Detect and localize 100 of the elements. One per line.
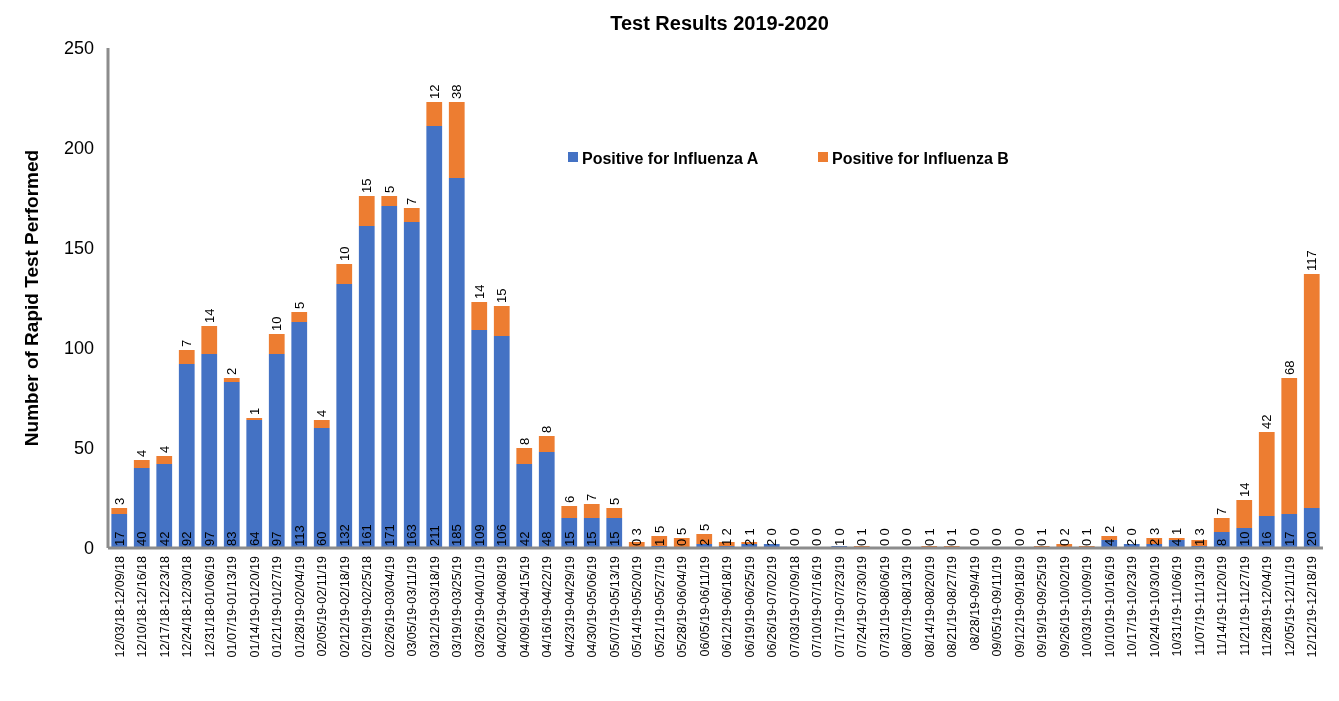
- x-tick-label: 11/07/19-11/13/19: [1192, 555, 1207, 656]
- data-label: 15: [494, 288, 510, 303]
- data-label: 0: [1056, 538, 1072, 546]
- data-label: 3: [1146, 527, 1162, 535]
- data-label: 5: [291, 301, 307, 309]
- x-tick-label: 05/07/19-05/13/19: [607, 555, 622, 658]
- x-tick-label: 12/05/19-12/11/19: [1282, 555, 1297, 657]
- data-label: 0: [921, 538, 937, 546]
- data-label: 97: [269, 531, 285, 546]
- x-tick-label: 09/19/19-09/25/19: [1035, 555, 1050, 658]
- data-label: 0: [1011, 538, 1027, 546]
- x-tick-label: 01/21/19-01/27/19: [270, 555, 285, 658]
- x-tick-label: 06/05/19-06/11/19: [697, 555, 712, 657]
- x-tick-label: 04/16/19-04/22/19: [540, 555, 555, 658]
- data-label: 1: [651, 538, 667, 546]
- data-label: 0: [966, 528, 982, 536]
- data-label: 0: [786, 538, 802, 546]
- data-label: 3: [111, 497, 127, 505]
- x-tick-label: 03/12/19-03/18/19: [427, 555, 442, 658]
- data-label: 1: [719, 538, 735, 546]
- data-label: 10: [1236, 531, 1252, 546]
- x-tick-label: 12/24/18-12/30/18: [180, 555, 195, 658]
- x-tick-label: 04/02/19-04/08/19: [495, 555, 510, 658]
- x-tick-label: 01/14/19-01/20/19: [247, 555, 262, 658]
- data-label: 97: [201, 531, 217, 546]
- data-label: 15: [359, 178, 375, 193]
- x-tick-label: 05/21/19-05/27/19: [652, 555, 667, 658]
- data-label: 7: [1214, 507, 1230, 515]
- x-tick-label: 07/24/19-07/30/19: [855, 555, 870, 658]
- data-label: 40: [134, 531, 150, 546]
- x-tick-label: 02/12/19-02/18/19: [337, 555, 352, 658]
- data-label: 2: [741, 538, 757, 546]
- data-label: 68: [1281, 360, 1297, 375]
- data-label: 2: [1124, 538, 1140, 546]
- data-label: 83: [224, 531, 240, 546]
- data-label: 1: [246, 407, 262, 415]
- data-label: 60: [314, 531, 330, 546]
- x-tick-label: 12/03/18-12/09/18: [112, 555, 127, 658]
- data-label: 12: [426, 84, 442, 99]
- data-label: 0: [899, 538, 915, 546]
- x-tick-label: 05/28/19-06/04/19: [675, 555, 690, 658]
- data-label: 0: [674, 538, 690, 546]
- x-tick-label: 06/26/19-07/02/19: [765, 555, 780, 658]
- data-label: 1: [1079, 528, 1095, 536]
- data-label: 0: [764, 528, 780, 536]
- data-label: 171: [381, 524, 397, 546]
- data-label: 64: [246, 531, 262, 546]
- data-label: 0: [831, 528, 847, 536]
- data-label: 106: [494, 524, 510, 546]
- data-label: 16: [1259, 531, 1275, 546]
- x-tick-label: 04/30/19-05/06/19: [585, 555, 600, 658]
- x-tick-label: 10/17/19-10/23/19: [1125, 555, 1140, 658]
- data-label: 5: [696, 523, 712, 531]
- data-label: 211: [426, 525, 442, 546]
- legend-label: Positive for Influenza A: [582, 149, 759, 167]
- data-label: 0: [899, 528, 915, 536]
- data-label: 2: [696, 538, 712, 546]
- data-label: 14: [471, 284, 487, 299]
- data-label: 0: [629, 538, 645, 546]
- x-tick-label: 07/31/19-08/06/19: [877, 555, 892, 658]
- x-tick-label: 02/19/19-02/25/18: [360, 555, 375, 658]
- data-label: 8: [539, 425, 555, 433]
- x-tick-label: 11/21/19-11/27/19: [1237, 555, 1252, 656]
- data-label: 185: [449, 524, 465, 546]
- data-label: 8: [1214, 538, 1230, 546]
- data-label: 8: [516, 437, 532, 445]
- data-label: 4: [314, 409, 330, 417]
- x-tick-label: 07/03/19-07/09/18: [787, 555, 802, 658]
- x-tick-label: 09/05/19-09/11/19: [990, 555, 1005, 657]
- data-label: 132: [336, 524, 352, 546]
- data-label: 14: [201, 308, 217, 323]
- data-label: 0: [854, 538, 870, 546]
- data-label: 1: [944, 528, 960, 536]
- data-label: 0: [1079, 538, 1095, 546]
- data-label: 113: [291, 525, 307, 546]
- x-tick-label: 06/19/19-06/25/19: [742, 555, 757, 658]
- data-label: 1: [921, 528, 937, 536]
- y-axis-title: Number of Rapid Test Performed: [21, 149, 42, 447]
- x-tick-label: 01/28/19-02/04/19: [292, 555, 307, 658]
- data-label: 0: [786, 528, 802, 536]
- data-label: 7: [404, 197, 420, 205]
- y-tick-label: 150: [63, 238, 94, 259]
- x-tick-label: 10/10/19-10/16/19: [1102, 555, 1117, 658]
- data-label: 20: [1304, 531, 1320, 546]
- x-tick-label: 05/14/19-05/20/19: [630, 555, 645, 658]
- x-tick-label: 03/19/19-03/25/19: [450, 555, 465, 658]
- chart-title: Test Results 2019-2020: [610, 12, 829, 34]
- x-tick-label: 03/05/19-03/11/19: [405, 555, 420, 657]
- x-tick-label: 08/28/19-09/4/19: [967, 555, 982, 651]
- x-tick-label: 11/14/19-11/20/19: [1215, 555, 1230, 656]
- data-label: 48: [539, 531, 555, 546]
- data-label: 3: [1191, 528, 1207, 536]
- data-label: 1: [1191, 538, 1207, 546]
- data-label: 1: [1169, 527, 1185, 535]
- data-label: 4: [134, 449, 150, 457]
- data-label: 1: [741, 528, 757, 536]
- x-tick-label: 10/31/19-11/06/19: [1170, 555, 1185, 657]
- data-label: 1: [831, 538, 847, 546]
- data-label: 2: [1101, 525, 1117, 533]
- x-tick-label: 06/12/19-06/18/19: [720, 555, 735, 658]
